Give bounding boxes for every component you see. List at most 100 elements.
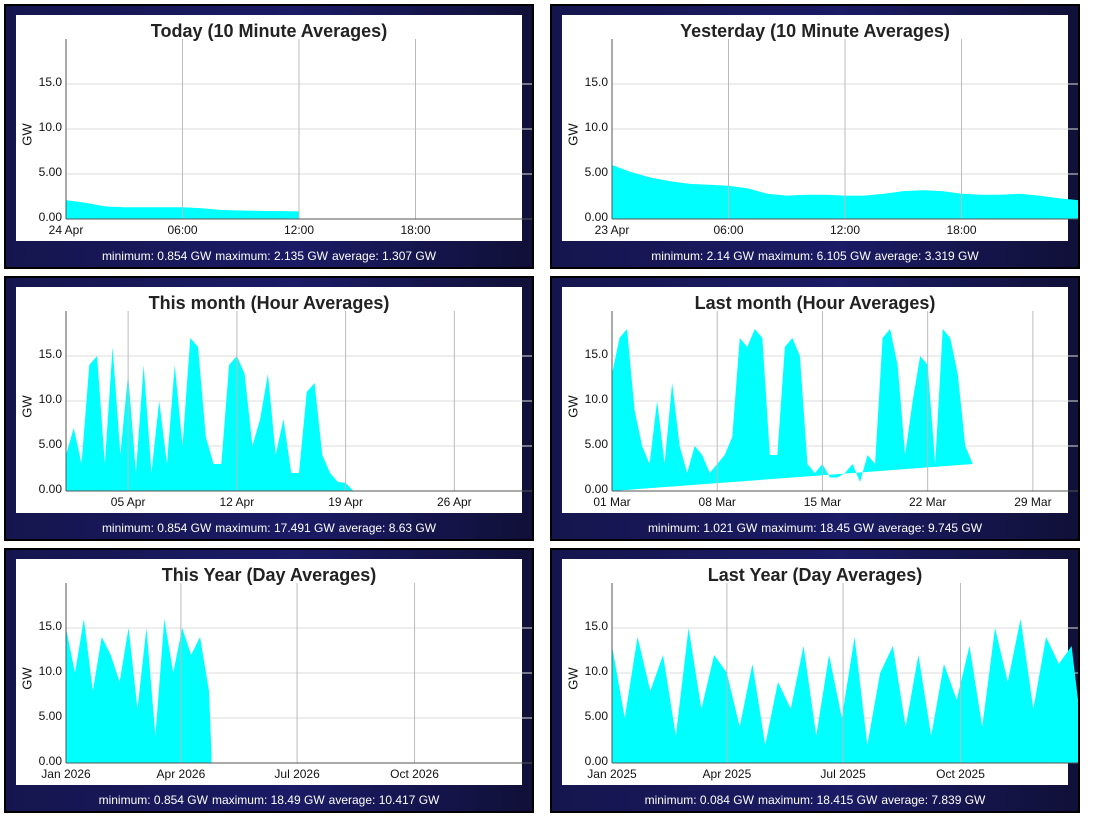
x-tick-label: 29 Mar	[1014, 495, 1052, 509]
chart-area: This Year (Day Averages) GW 0.00 5.00 10.0…	[16, 559, 532, 785]
stats-line: minimum: 0.854 GW maximum: 18.49 GW averag…	[6, 793, 532, 807]
y-tick-label: 5.00	[38, 437, 62, 451]
x-tick-label: Jul 2026	[274, 767, 320, 781]
stats-line: minimum: 0.854 GW maximum: 2.135 GW averag…	[6, 249, 532, 263]
plot-svg	[611, 39, 1078, 220]
y-tick-label: 15.0	[584, 619, 608, 633]
chart-title: Last Year (Day Averages)	[707, 565, 923, 585]
plot-svg	[611, 311, 1078, 492]
y-tick-label: 15.0	[38, 75, 62, 89]
y-tick-label: 15.0	[38, 347, 62, 361]
x-tick-label: Jul 2025	[820, 767, 866, 781]
y-tick-label: 5.00	[38, 165, 62, 179]
series-area	[66, 338, 432, 491]
y-tick-label: 10.0	[38, 392, 62, 406]
stat-average: average: 8.63 GW	[338, 521, 437, 535]
y-tick-label: 0.00	[38, 210, 62, 224]
x-tick-label: Oct 2026	[390, 767, 439, 781]
y-tick-label: 0.00	[38, 754, 62, 768]
plot-svg	[65, 311, 532, 492]
y-tick-label: 0.00	[584, 754, 608, 768]
x-tick-label: 06:00	[713, 223, 744, 237]
x-tick-label: Jan 2026	[41, 767, 91, 781]
plot-svg	[65, 39, 532, 220]
stat-average: average: 1.307 GW	[332, 249, 437, 263]
y-tick-label: 5.00	[584, 437, 608, 451]
x-tick-label: 18:00	[946, 223, 977, 237]
chart-area: This month (Hour Averages) GW 0.00 5.00 10…	[16, 287, 532, 513]
x-tick-label: Oct 2025	[936, 767, 985, 781]
x-tick-label: Jan 2025	[587, 767, 637, 781]
x-tick-label: Apr 2026	[156, 767, 206, 781]
x-tick-label: 06:00	[167, 223, 198, 237]
stat-minimum: minimum: 0.854 GW	[98, 793, 208, 807]
stat-average: average: 3.319 GW	[874, 249, 979, 263]
chart-panel-last-month: Last month (Hour Averages) GW 0.00 5.00 10…	[550, 276, 1080, 541]
stat-average: average: 7.839 GW	[881, 793, 986, 807]
stats-line: minimum: 0.854 GW maximum: 17.491 GW avera…	[6, 521, 532, 535]
x-tick-label: 15 Mar	[803, 495, 842, 509]
x-tick-label: 12 Apr	[219, 495, 255, 509]
stat-maximum: maximum: 18.45 GW	[761, 521, 874, 535]
x-tick-label: 26 Apr	[436, 495, 472, 509]
x-tick-label: 05 Apr	[110, 495, 146, 509]
stats-line: minimum: 0.084 GW maximum: 18.415 GW avera…	[552, 793, 1078, 807]
x-tick-label: 12:00	[283, 223, 315, 237]
stat-maximum: maximum: 18.49 GW	[211, 793, 325, 807]
chart-panel-last-year: Last Year (Day Averages) GW 0.00 5.00 10.0…	[550, 548, 1080, 813]
x-tick-label: 19 Apr	[328, 495, 363, 509]
chart-area: Last month (Hour Averages) GW 0.00 5.00 10…	[562, 287, 1078, 513]
stat-minimum: minimum: 2.14 GW	[651, 249, 754, 263]
stat-minimum: minimum: 0.854 GW	[101, 249, 212, 263]
x-tick-label: Apr 2025	[702, 767, 752, 781]
stat-maximum: maximum: 18.415 GW	[757, 793, 878, 807]
chart-title: Yesterday (10 Minute Averages)	[680, 21, 950, 41]
y-tick-label: 5.00	[584, 165, 608, 179]
y-tick-label: 10.0	[584, 392, 608, 406]
y-tick-label: 0.00	[584, 482, 608, 496]
y-tick-label: 15.0	[584, 347, 608, 361]
stat-average: average: 9.745 GW	[878, 521, 983, 535]
x-tick-label: 12:00	[829, 223, 861, 237]
stats-line: minimum: 1.021 GW maximum: 18.45 GW averag…	[552, 521, 1078, 535]
stat-maximum: maximum: 6.105 GW	[757, 249, 871, 263]
stat-minimum: minimum: 0.084 GW	[644, 793, 754, 807]
stat-minimum: minimum: 0.854 GW	[101, 521, 212, 535]
stat-maximum: maximum: 2.135 GW	[215, 249, 328, 263]
chart-title: Last month (Hour Averages)	[694, 293, 936, 313]
chart-area: Today (10 Minute Averages) GW 0.00 5.00 10…	[16, 15, 532, 241]
x-tick-label: 24 Apr	[48, 223, 84, 237]
x-tick-label: 08 Mar	[698, 495, 736, 509]
x-tick-label: 22 Mar	[908, 495, 947, 509]
stat-average: average: 10.417 GW	[328, 793, 440, 807]
y-tick-label: 5.00	[584, 709, 608, 723]
plot-svg	[611, 583, 1078, 764]
x-tick-label: 23 Apr	[594, 223, 630, 237]
chart-area: Yesterday (10 Minute Averages) GW 0.00 5.…	[562, 15, 1078, 241]
stat-minimum: minimum: 1.021 GW	[647, 521, 758, 535]
chart-panel-yesterday: Yesterday (10 Minute Averages) GW 0.00 5.…	[550, 4, 1080, 269]
y-tick-label: 0.00	[38, 482, 62, 496]
y-tick-label: 15.0	[584, 75, 608, 89]
chart-panel-today: Today (10 Minute Averages) GW 0.00 5.00 10…	[4, 4, 534, 269]
y-tick-label: 0.00	[584, 210, 608, 224]
y-tick-label: 10.0	[584, 120, 608, 134]
y-tick-label: 10.0	[584, 664, 608, 678]
series-area	[612, 619, 1078, 763]
stats-line: minimum: 2.14 GW maximum: 6.105 GW average…	[552, 249, 1078, 263]
chart-title: Today (10 Minute Averages)	[150, 21, 388, 41]
y-tick-label: 5.00	[38, 709, 62, 723]
y-tick-label: 10.0	[38, 120, 62, 134]
chart-panel-this-month: This month (Hour Averages) GW 0.00 5.00 10…	[4, 276, 534, 541]
chart-panel-this-year: This Year (Day Averages) GW 0.00 5.00 10.0…	[4, 548, 534, 813]
chart-title: This Year (Day Averages)	[161, 565, 377, 585]
x-tick-label: 01 Mar	[593, 495, 631, 509]
series-area	[66, 619, 212, 763]
x-tick-label: 18:00	[400, 223, 431, 237]
y-tick-label: 10.0	[38, 664, 62, 678]
series-area	[612, 329, 973, 491]
y-tick-label: 15.0	[38, 619, 62, 633]
chart-area: Last Year (Day Averages) GW 0.00 5.00 10.0…	[562, 559, 1078, 785]
chart-title: This month (Hour Averages)	[148, 293, 390, 313]
